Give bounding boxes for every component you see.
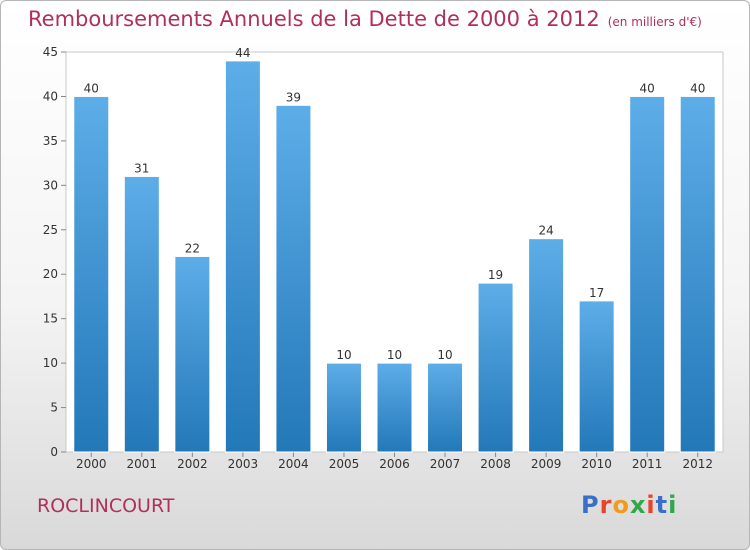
- y-tick-label: 25: [43, 223, 58, 237]
- y-tick-label: 0: [50, 445, 58, 459]
- bar-value-label: 39: [286, 90, 301, 104]
- chart-title: Remboursements Annuels de la Dette de 20…: [28, 7, 702, 31]
- x-tick-label: 2012: [682, 457, 713, 471]
- bar: [275, 104, 312, 453]
- bar-value-label: 10: [387, 348, 402, 362]
- y-tick-label: 40: [43, 89, 58, 103]
- x-axis: 2000 2001 2002 2003 2004 2005 2006 2007 2008 2009…: [76, 452, 713, 471]
- bar-value-label: 40: [640, 81, 655, 95]
- x-tick-label: 2011: [632, 457, 663, 471]
- bar: [477, 282, 514, 453]
- y-tick-label: 10: [43, 356, 58, 370]
- bar-value-label: 19: [488, 268, 503, 282]
- chart-unit: (en milliers d'€): [607, 15, 702, 29]
- bar-value-label: 24: [538, 224, 553, 238]
- logo-letter: r: [599, 491, 613, 519]
- city-name: ROCLINCOURT: [37, 495, 175, 517]
- x-tick-label: 2008: [480, 457, 511, 471]
- y-axis: 0 5 10 15 20 25 30 35 40 45: [43, 45, 66, 459]
- bar: [528, 238, 565, 453]
- x-tick-label: 2003: [228, 457, 259, 471]
- y-tick-label: 20: [43, 267, 58, 281]
- x-tick-label: 2001: [127, 457, 158, 471]
- bar-value-label: 40: [84, 81, 99, 95]
- bar: [224, 60, 261, 453]
- bar: [629, 95, 666, 453]
- x-tick-label: 2007: [430, 457, 461, 471]
- bar: [679, 95, 716, 453]
- logo-letter: x: [629, 491, 647, 519]
- bar-value-label: 22: [185, 241, 200, 255]
- bar-value-label: 44: [235, 46, 250, 60]
- x-tick-label: 2010: [581, 457, 612, 471]
- bar-value-label: 10: [336, 348, 351, 362]
- bar: [123, 175, 160, 453]
- logo-letter: t: [655, 491, 669, 519]
- x-tick-label: 2000: [76, 457, 107, 471]
- y-tick-label: 30: [43, 178, 58, 192]
- proxiti-logo: Proxiti: [581, 491, 677, 519]
- bar: [174, 255, 211, 453]
- y-tick-label: 5: [50, 401, 58, 415]
- bar-value-label: 40: [690, 81, 705, 95]
- y-tick-label: 15: [43, 312, 58, 326]
- x-tick-label: 2009: [531, 457, 562, 471]
- bar-value-label: 17: [589, 286, 604, 300]
- x-tick-label: 2006: [379, 457, 410, 471]
- logo-letter: o: [612, 491, 630, 519]
- y-tick-label: 45: [43, 45, 58, 59]
- bar: [578, 300, 615, 453]
- bar: [376, 362, 413, 453]
- x-tick-label: 2002: [177, 457, 208, 471]
- logo-letter: P: [581, 491, 600, 519]
- chart-title-text: Remboursements Annuels de la Dette de 20…: [28, 7, 600, 31]
- bar: [325, 362, 362, 453]
- bar: [427, 362, 464, 453]
- bars: 40 31 22 44 39 10 10 10 19 24 17 40 40: [73, 46, 716, 453]
- logo-letter: i: [646, 491, 656, 519]
- logo-letter: i: [668, 491, 678, 519]
- x-tick-label: 2005: [329, 457, 360, 471]
- y-tick-label: 35: [43, 134, 58, 148]
- bar-value-label: 10: [437, 348, 452, 362]
- bar: [73, 95, 110, 453]
- bar-value-label: 31: [134, 161, 149, 175]
- x-tick-label: 2004: [278, 457, 309, 471]
